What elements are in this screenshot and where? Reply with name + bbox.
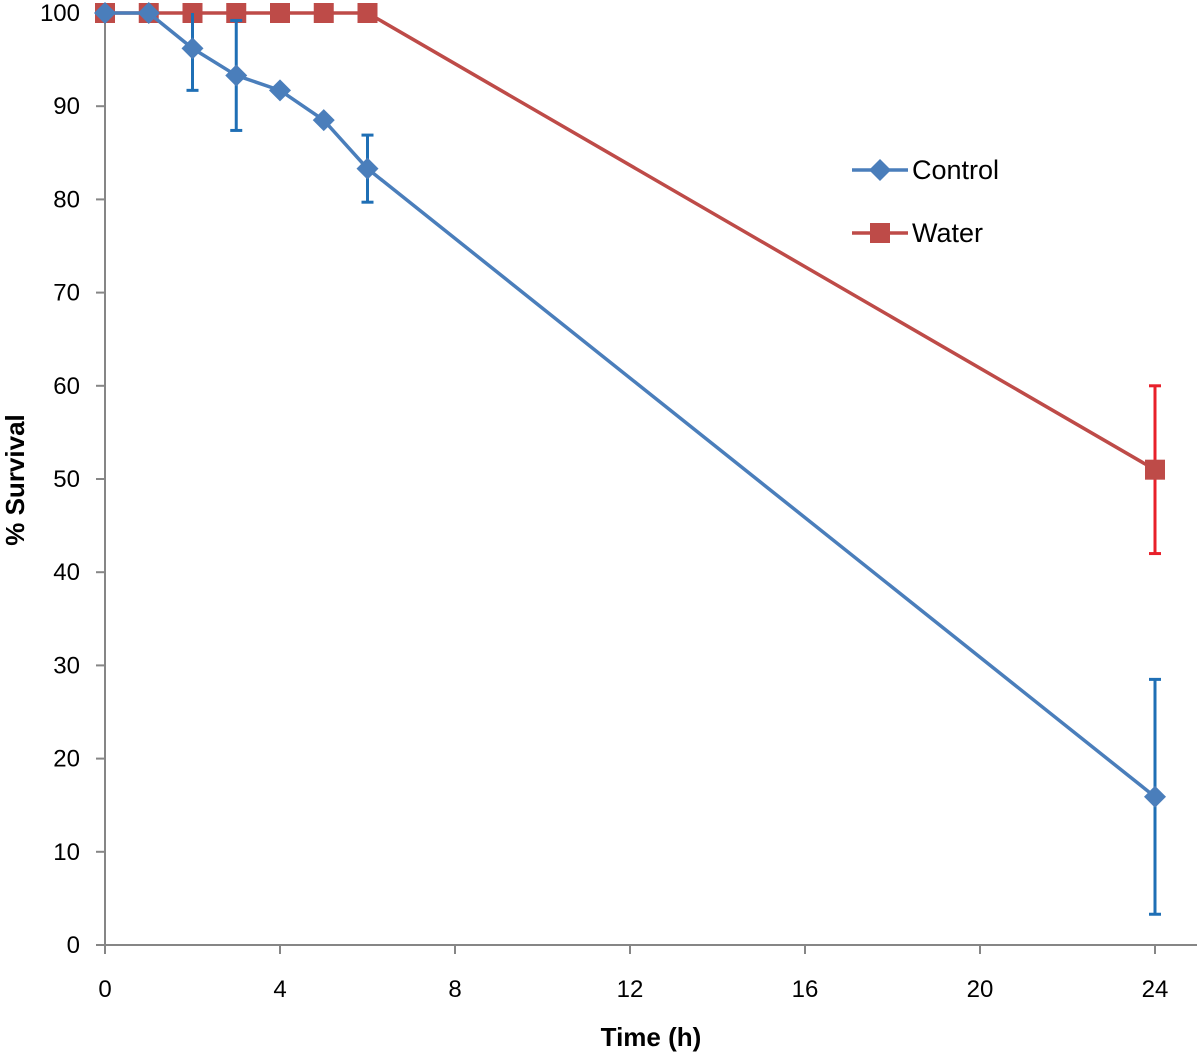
data-point-control (312, 109, 335, 132)
legend-marker-control (869, 159, 891, 181)
data-point-water (226, 3, 247, 23)
x-tick-label: 24 (1142, 976, 1169, 1003)
legend-entry-water: Water (852, 218, 983, 248)
data-point-control (181, 37, 204, 60)
data-point-water (270, 3, 290, 23)
y-axis-title: % Survival (0, 414, 30, 546)
data-point-control (225, 64, 248, 87)
y-tick-label: 80 (53, 186, 80, 213)
y-tick-label: 60 (53, 373, 80, 400)
axes (104, 13, 1197, 946)
x-tick-label: 16 (792, 976, 819, 1003)
data-point-water (1145, 459, 1165, 480)
series-line-control (105, 11, 1157, 799)
y-tick-label: 0 (67, 932, 80, 959)
legend-entry-control: Control (852, 155, 999, 185)
y-axis-ticks: 0 10 20 30 40 50 60 70 80 90 100 (40, 0, 105, 959)
x-tick-label: 20 (967, 976, 994, 1003)
x-axis-ticks: 0 4 8 12 16 20 24 (98, 945, 1168, 1003)
y-tick-label: 90 (53, 93, 80, 120)
legend-marker-water (870, 223, 890, 243)
series-water (95, 3, 1165, 556)
series-line-water (105, 11, 1156, 472)
y-tick-label: 100 (40, 0, 80, 27)
y-tick-label: 10 (53, 839, 80, 866)
legend: Control Water (852, 155, 999, 248)
data-point-control (356, 157, 379, 180)
x-tick-label: 8 (448, 976, 461, 1003)
y-tick-label: 50 (53, 466, 80, 493)
y-tick-label: 20 (53, 746, 80, 773)
x-tick-label: 4 (273, 976, 286, 1003)
legend-label-control: Control (912, 155, 999, 185)
y-tick-label: 40 (53, 559, 80, 586)
y-tick-label: 70 (53, 280, 80, 307)
data-point-control (1144, 785, 1166, 808)
legend-label-water: Water (912, 218, 983, 248)
y-tick-label: 30 (53, 652, 80, 679)
data-point-water (357, 3, 378, 23)
data-point-control (94, 2, 116, 24)
series-control (94, 2, 1166, 916)
data-point-control (269, 79, 291, 102)
x-tick-label: 0 (98, 976, 111, 1003)
plot-area (94, 2, 1166, 916)
x-axis-title: Time (h) (601, 1022, 702, 1052)
x-tick-label: 12 (617, 976, 644, 1003)
data-point-control (137, 2, 160, 24)
data-point-water (313, 3, 334, 23)
